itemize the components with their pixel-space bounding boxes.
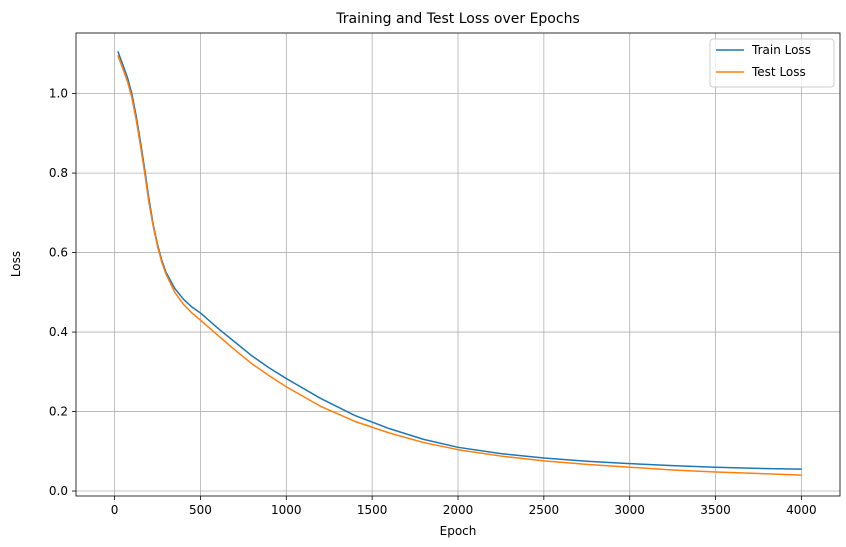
x-axis-label: Epoch <box>440 524 477 538</box>
y-tick-label: 0.0 <box>49 484 68 498</box>
y-tick-label: 0.6 <box>49 246 68 260</box>
x-tick-label: 1500 <box>357 503 388 517</box>
x-tick-label: 2500 <box>529 503 560 517</box>
x-tick-label: 500 <box>189 503 212 517</box>
legend-label-test-loss: Test Loss <box>751 65 806 79</box>
x-tick-label: 4000 <box>786 503 817 517</box>
y-tick-label: 0.2 <box>49 405 68 419</box>
y-tick-label: 1.0 <box>49 87 68 101</box>
y-axis-label: Loss <box>9 251 23 277</box>
legend: Train Loss Test Loss <box>709 38 835 88</box>
x-tick-label: 3500 <box>700 503 731 517</box>
legend-box <box>709 38 835 88</box>
x-tick-label: 2000 <box>443 503 474 517</box>
x-axis-ticks: 0 500 1000 1500 2000 2500 3000 3500 4000 <box>111 496 817 517</box>
x-tick-label: 0 <box>111 503 119 517</box>
y-axis-ticks: 0.0 0.2 0.4 0.6 0.8 1.0 <box>49 87 76 498</box>
grid <box>76 33 840 496</box>
y-tick-label: 0.4 <box>49 325 68 339</box>
legend-label-train-loss: Train Loss <box>751 43 811 57</box>
series-lines <box>117 51 803 476</box>
chart-title: Training and Test Loss over Epochs <box>335 11 580 27</box>
x-tick-label: 1000 <box>271 503 302 517</box>
series-line-test-loss <box>117 55 803 476</box>
y-tick-label: 0.8 <box>49 166 68 180</box>
x-tick-label: 3000 <box>614 503 645 517</box>
